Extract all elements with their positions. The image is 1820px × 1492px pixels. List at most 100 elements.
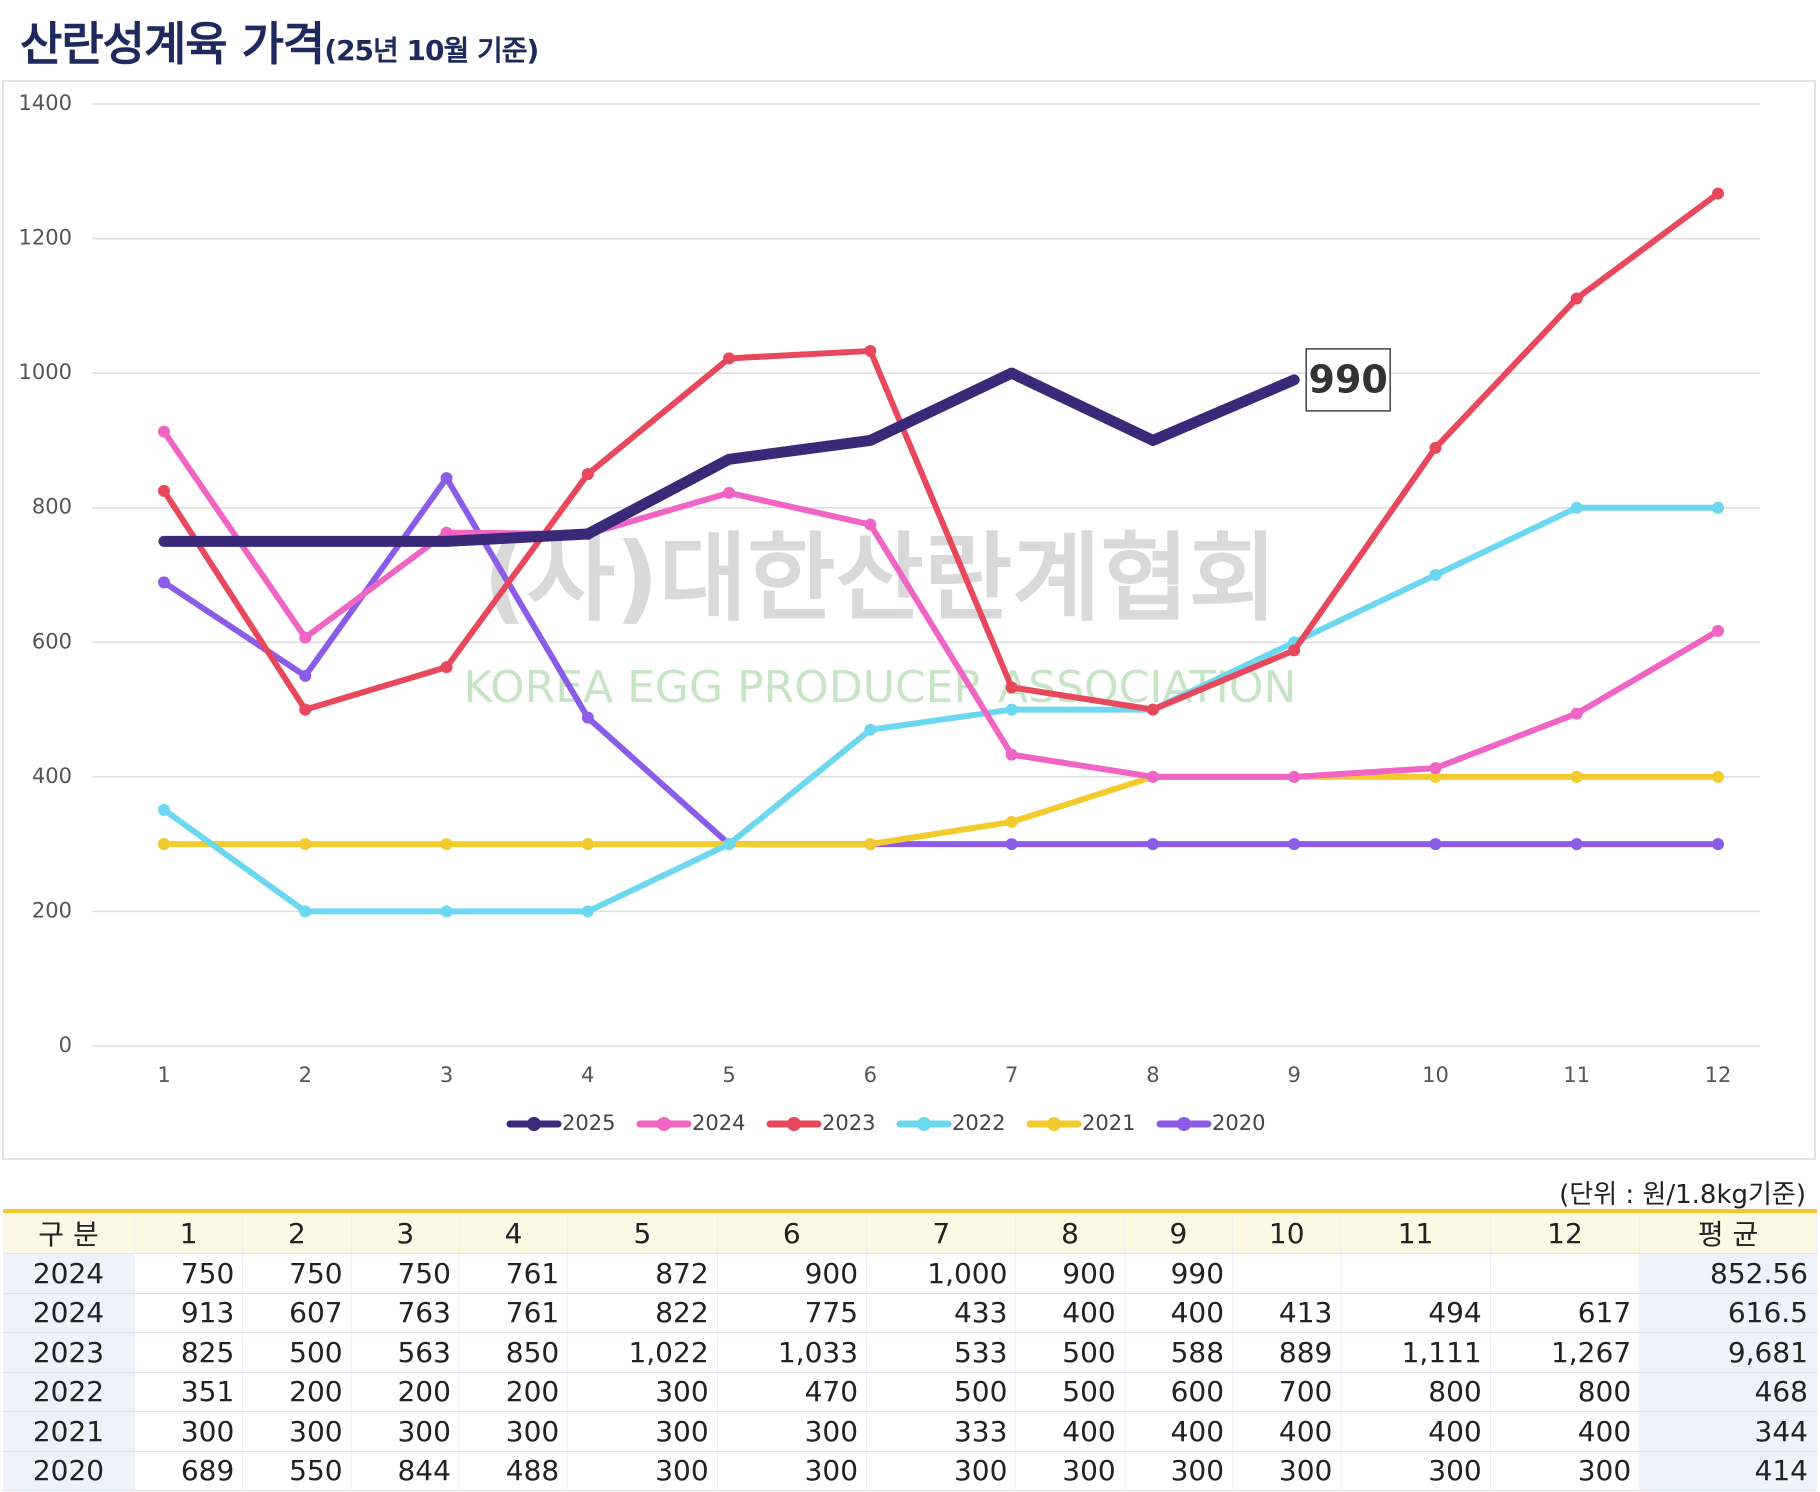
table-cell: 351 xyxy=(134,1372,244,1412)
table-cell: 1,267 xyxy=(1490,1332,1641,1373)
table-cell: 400 xyxy=(1232,1411,1342,1452)
data-point xyxy=(440,472,453,485)
table-cell: 300 xyxy=(1490,1451,1641,1491)
data-point xyxy=(1146,770,1159,783)
data-point xyxy=(724,454,735,465)
value-label-box xyxy=(1305,348,1391,412)
table-cell: 468 xyxy=(1639,1372,1817,1412)
header-cell: 11 xyxy=(1340,1211,1491,1254)
header-cell: 7 xyxy=(866,1211,1017,1254)
legend-label: 2023 xyxy=(822,1111,875,1135)
table-cell: 414 xyxy=(1639,1451,1817,1491)
subtitle: (25년 10월 기준) xyxy=(324,34,539,67)
table-cell: 500 xyxy=(1015,1332,1125,1373)
series-line xyxy=(161,773,1721,848)
data-point xyxy=(1570,707,1583,720)
data-point xyxy=(581,838,594,851)
x-tick-label: 7 xyxy=(1005,1063,1018,1087)
table-cell: 300 xyxy=(717,1451,868,1491)
table-cell: 775 xyxy=(717,1293,868,1333)
data-point xyxy=(440,838,453,851)
table-cell: 850 xyxy=(459,1332,569,1373)
table-cell: 2020 xyxy=(3,1451,135,1491)
data-point xyxy=(299,631,312,644)
table-cell: 750 xyxy=(242,1253,352,1294)
table-cell: 300 xyxy=(351,1411,460,1452)
table-cell: 852.56 xyxy=(1639,1253,1817,1294)
table-cell: 550 xyxy=(242,1451,352,1491)
data-point xyxy=(158,484,170,497)
table-cell: 700 xyxy=(1232,1372,1342,1412)
x-tick-label: 8 xyxy=(1146,1063,1159,1087)
unit-label: (단위 : 원/1.8kg기준) xyxy=(1559,1180,1806,1210)
x-tick-label: 10 xyxy=(1422,1063,1449,1087)
x-tick-label: 1 xyxy=(157,1063,170,1087)
table-cell: 750 xyxy=(134,1253,244,1294)
data-point xyxy=(158,838,170,851)
table-cell: 617 xyxy=(1490,1293,1641,1333)
table-cell: 800 xyxy=(1340,1372,1491,1412)
y-tick-label: 200 xyxy=(32,898,72,922)
data-point xyxy=(158,576,170,589)
table-cell: 2023 xyxy=(3,1332,135,1373)
table-row: 2024 913 607 763 761 822 775 433 400 400 413 494 617… xyxy=(3,1293,1817,1333)
data-point xyxy=(723,486,736,499)
data-point xyxy=(299,669,312,682)
header-cell: 4 xyxy=(459,1211,569,1254)
table-cell: 488 xyxy=(459,1451,569,1491)
x-tick-label: 12 xyxy=(1705,1063,1732,1087)
table-cell: 1,033 xyxy=(717,1332,868,1373)
data-point xyxy=(1147,435,1158,446)
legend-dot xyxy=(787,1117,801,1131)
header-row: 구 분 1 2 3 4 5 6 7 8 9 10 11 12 평 균 xyxy=(3,1211,1817,1254)
table-cell: 763 xyxy=(351,1293,460,1333)
series-line xyxy=(161,428,1721,780)
y-tick-label: 0 xyxy=(59,1033,72,1057)
data-point xyxy=(864,838,877,851)
table-cell xyxy=(1340,1253,1491,1294)
series-line xyxy=(161,190,1721,713)
data-point xyxy=(1570,292,1583,305)
table-cell: 533 xyxy=(866,1332,1017,1373)
data-point xyxy=(1429,762,1442,775)
data-point xyxy=(865,435,876,446)
x-tick-label: 11 xyxy=(1563,1063,1590,1087)
table-cell: 300 xyxy=(1340,1451,1491,1491)
legend-dot xyxy=(657,1117,671,1131)
header-cell: 10 xyxy=(1232,1211,1342,1254)
data-point xyxy=(159,536,169,547)
data-point xyxy=(581,468,594,481)
table-row: 2020 689 550 844 488 300 300 300 300 300 300 300 300… xyxy=(3,1451,1817,1491)
table-cell: 200 xyxy=(351,1372,460,1412)
table-cell: 400 xyxy=(1015,1293,1125,1333)
table-cell: 900 xyxy=(717,1253,868,1294)
table-cell: 300 xyxy=(717,1411,868,1452)
data-point xyxy=(864,723,877,736)
table-cell: 400 xyxy=(1124,1411,1234,1452)
data-point xyxy=(1712,770,1724,783)
table-cell: 822 xyxy=(567,1293,718,1333)
header-cell: 3 xyxy=(351,1211,460,1254)
data-point xyxy=(299,905,312,918)
data-point xyxy=(864,518,877,531)
table-cell: 400 xyxy=(1124,1293,1234,1333)
legend-dot xyxy=(917,1117,931,1131)
header-cell: 2 xyxy=(242,1211,352,1254)
table-cell: 1,022 xyxy=(567,1332,718,1373)
data-table: 구 분 1 2 3 4 5 6 7 8 9 10 11 12 평 균 2024 750 750 750 761 872… xyxy=(3,1209,1817,1491)
data-point xyxy=(158,425,170,438)
table-cell: 500 xyxy=(866,1372,1017,1412)
data-point xyxy=(1005,681,1018,694)
table-cell: 607 xyxy=(242,1293,352,1333)
data-point xyxy=(440,661,453,674)
table-cell: 300 xyxy=(1015,1451,1125,1491)
header-cell: 평 균 xyxy=(1639,1211,1817,1254)
table-cell: 500 xyxy=(1015,1372,1125,1412)
legend-dot xyxy=(1177,1117,1191,1131)
legend-label: 2024 xyxy=(692,1111,745,1135)
data-point xyxy=(440,526,453,539)
table-cell: 200 xyxy=(459,1372,569,1412)
header-cell: 6 xyxy=(717,1211,868,1254)
